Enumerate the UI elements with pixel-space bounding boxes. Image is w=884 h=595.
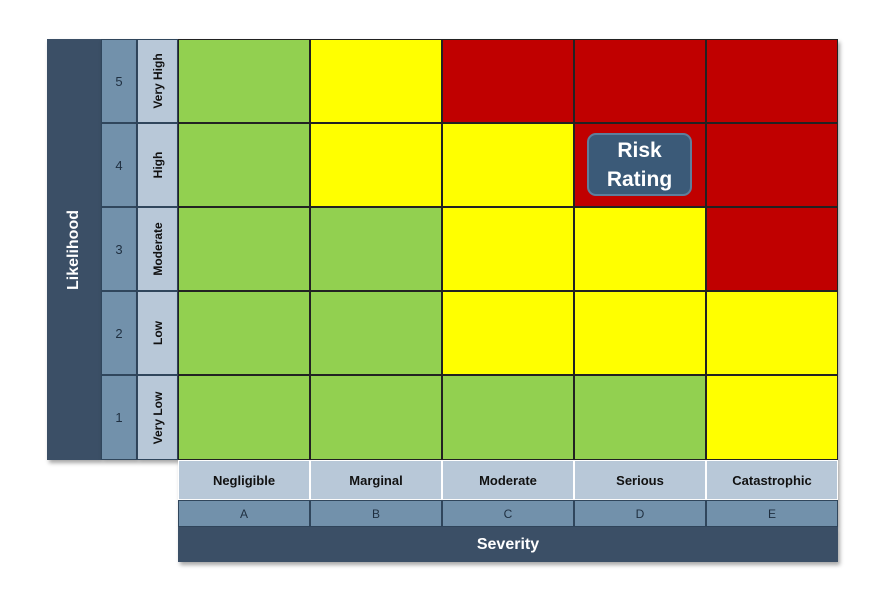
likelihood-number-3: 3 (101, 207, 137, 291)
likelihood-number-2: 2 (101, 291, 137, 375)
matrix-cell (178, 207, 310, 291)
matrix-cell (442, 375, 574, 460)
likelihood-axis-title: Likelihood (47, 39, 101, 460)
matrix-cell (178, 39, 310, 123)
matrix-cell (574, 375, 706, 460)
risk-rating-badge: Risk Rating (587, 133, 692, 196)
likelihood-label-low: Low (137, 291, 178, 375)
matrix-cell (442, 123, 574, 207)
severity-letter-b: B (310, 500, 442, 527)
matrix-cell (310, 39, 442, 123)
severity-letter-a: A (178, 500, 310, 527)
severity-letter-d: D (574, 500, 706, 527)
severity-label-serious: Serious (574, 460, 706, 500)
matrix-cell (574, 207, 706, 291)
likelihood-label-high: High (137, 123, 178, 207)
matrix-cell (178, 375, 310, 460)
matrix-cell (574, 39, 706, 123)
matrix-cell (442, 207, 574, 291)
likelihood-label-text: High (150, 151, 165, 179)
severity-label-catastrophic: Catastrophic (706, 460, 838, 500)
matrix-cell (574, 291, 706, 375)
matrix-cell (442, 291, 574, 375)
severity-letter-row: A B C D E (178, 500, 838, 527)
matrix-cell (706, 291, 838, 375)
matrix-cell (310, 123, 442, 207)
likelihood-label-moderate: Moderate (137, 207, 178, 291)
matrix-cell (706, 39, 838, 123)
likelihood-label-text: Very Low (150, 391, 165, 444)
matrix-cell (310, 375, 442, 460)
likelihood-label-very-high: Very High (137, 39, 178, 123)
severity-axis-title: Severity (178, 527, 838, 562)
severity-letter-c: C (442, 500, 574, 527)
matrix-cell (178, 291, 310, 375)
risk-rating-line-1: Risk (617, 138, 662, 162)
matrix-cell (706, 375, 838, 460)
likelihood-number-1: 1 (101, 375, 137, 460)
severity-label-moderate: Moderate (442, 460, 574, 500)
matrix-cell (310, 291, 442, 375)
matrix-cell (178, 123, 310, 207)
likelihood-number-column: 5 4 3 2 1 (101, 39, 137, 460)
severity-letter-e: E (706, 500, 838, 527)
severity-label-row: Negligible Marginal Moderate Serious Cat… (178, 460, 838, 500)
likelihood-label-very-low: Very Low (137, 375, 178, 460)
severity-label-negligible: Negligible (178, 460, 310, 500)
matrix-cell (310, 207, 442, 291)
matrix-cell (706, 207, 838, 291)
likelihood-label-column: Very High High Moderate Low Very Low (137, 39, 178, 460)
risk-rating-line-2: Rating (606, 167, 673, 191)
risk-matrix (178, 39, 838, 460)
severity-label-marginal: Marginal (310, 460, 442, 500)
matrix-cell (442, 39, 574, 123)
likelihood-label-text: Moderate (150, 222, 165, 276)
matrix-cell (706, 123, 838, 207)
likelihood-number-4: 4 (101, 123, 137, 207)
likelihood-title-text: Likelihood (65, 209, 82, 290)
likelihood-label-text: Low (150, 321, 165, 345)
likelihood-label-text: Very High (150, 53, 165, 109)
likelihood-number-5: 5 (101, 39, 137, 123)
